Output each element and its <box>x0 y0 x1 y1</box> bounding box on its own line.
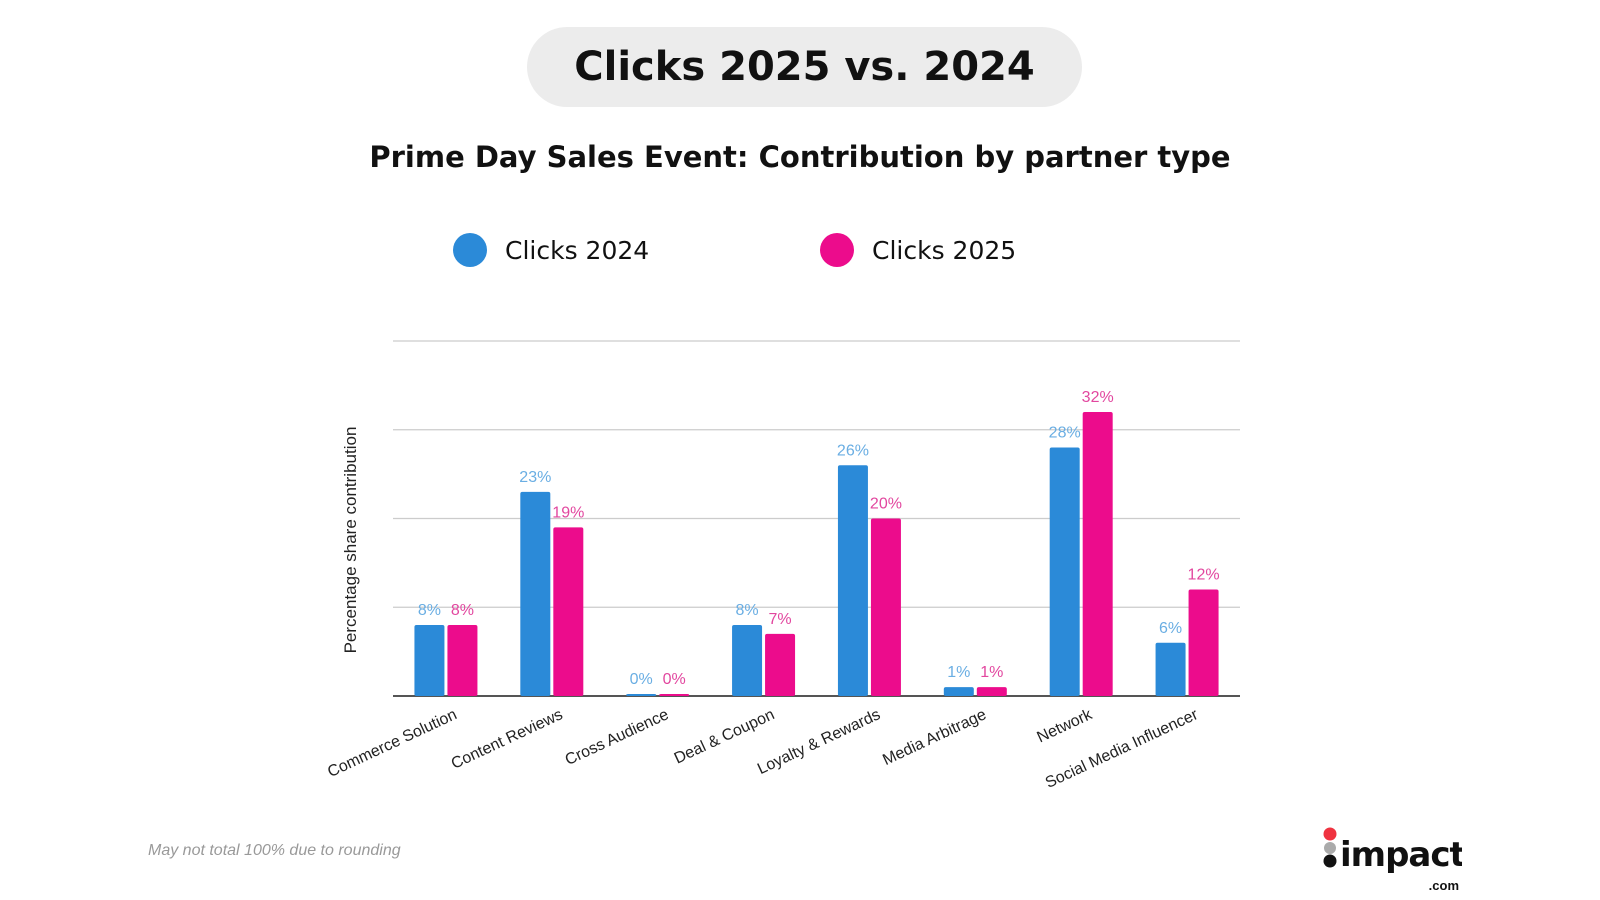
data-label: 8% <box>418 602 441 619</box>
legend-item-2024: Clicks 2024 <box>453 233 649 267</box>
logo-suffix: .com <box>1429 878 1459 893</box>
bar-2025 <box>765 633 796 696</box>
x-tick-label: Cross Audience <box>563 706 672 769</box>
legend-label: Clicks 2024 <box>505 235 650 265</box>
chart-title: Prime Day Sales Event: Contribution by p… <box>369 140 1231 174</box>
bar-2025 <box>1082 412 1113 696</box>
x-tick-label: Content Reviews <box>449 706 566 773</box>
data-label: 6% <box>1159 620 1182 637</box>
bar-2024 <box>943 687 974 696</box>
bar-2024 <box>837 465 868 696</box>
legend-dot-icon <box>820 233 854 267</box>
y-axis-label: Percentage share contribution <box>341 427 360 654</box>
bar-2025 <box>447 625 478 696</box>
data-label: 19% <box>552 504 584 521</box>
bar-2024 <box>1155 642 1186 696</box>
page-title: Clicks 2025 vs. 2024 <box>574 44 1035 90</box>
data-label: 0% <box>630 671 653 688</box>
bar-2025 <box>659 694 690 696</box>
data-label: 32% <box>1082 389 1114 406</box>
bar-2024 <box>414 625 445 696</box>
legend-dot-icon <box>453 233 487 267</box>
x-tick-label: Deal & Coupon <box>672 706 778 767</box>
bar-2025 <box>870 518 901 696</box>
bar-2024 <box>1049 447 1080 696</box>
bar-2024 <box>520 491 551 696</box>
impact-logo: impact .com <box>1322 826 1467 900</box>
bar-2024 <box>626 694 657 696</box>
x-tick-label: Media Arbitrage <box>880 706 989 769</box>
bar-2024 <box>732 625 763 696</box>
title-pill: Clicks 2025 vs. 2024 <box>527 27 1082 107</box>
x-tick-label: Network <box>1035 706 1096 747</box>
data-label: 1% <box>947 664 970 681</box>
legend-label: Clicks 2025 <box>872 235 1017 265</box>
data-label: 20% <box>870 496 902 513</box>
data-label: 7% <box>769 611 792 628</box>
data-label: 0% <box>663 671 686 688</box>
bar-2025 <box>1188 589 1219 696</box>
data-label: 26% <box>837 442 869 459</box>
data-label: 12% <box>1188 567 1220 584</box>
bar-2025 <box>976 687 1007 696</box>
legend-item-2025: Clicks 2025 <box>820 233 1016 267</box>
x-tick-label: Commerce Solution <box>325 706 460 781</box>
data-label: 28% <box>1049 425 1081 442</box>
bar-2025 <box>553 527 584 696</box>
data-label: 8% <box>736 602 759 619</box>
data-label: 1% <box>980 664 1003 681</box>
data-label: 8% <box>451 602 474 619</box>
data-label: 23% <box>519 469 551 486</box>
footnote: May not total 100% due to rounding <box>148 842 401 859</box>
logo-wordmark: impact <box>1340 835 1462 875</box>
